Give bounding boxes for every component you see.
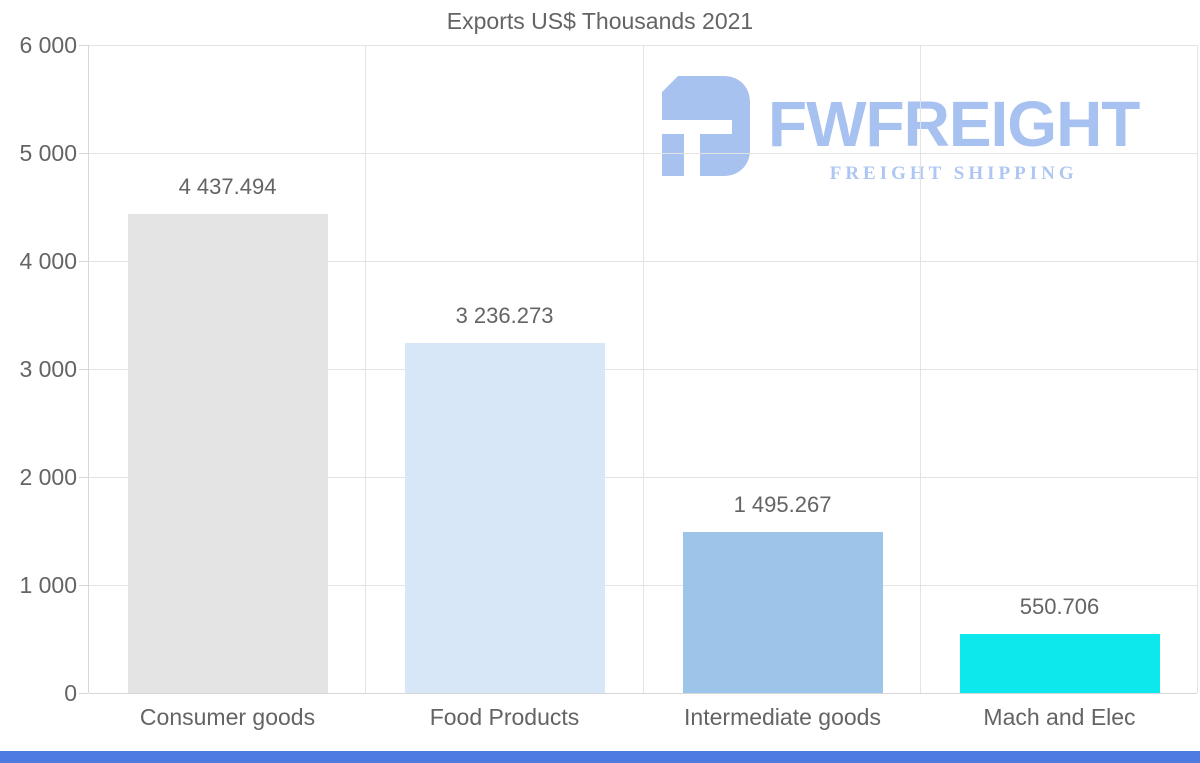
bar <box>404 343 605 693</box>
brand-name: FWFREIGHT <box>768 88 1140 160</box>
bar-slot: 4 437.494 <box>89 45 366 693</box>
y-axis-label: 6 000 <box>19 32 77 58</box>
brand-tagline: FREIGHT SHIPPING <box>829 163 1078 184</box>
y-axis-label: 3 000 <box>19 356 77 382</box>
bar <box>682 532 883 693</box>
bar-value-label: 3 236.273 <box>455 303 554 328</box>
chart-title: Exports US$ Thousands 2021 <box>446 8 754 34</box>
x-axis-label: Consumer goods <box>139 704 316 730</box>
bar-value-label: 550.706 <box>1019 594 1100 619</box>
y-axis-tick <box>79 369 88 370</box>
bar-slot: 550.706 <box>921 45 1198 693</box>
x-axis-label: Mach and Elec <box>983 704 1136 730</box>
bar-value-label: 1 495.267 <box>733 492 832 517</box>
y-axis-tick <box>79 477 88 478</box>
y-axis-tick <box>79 45 88 46</box>
x-axis-label: Food Products <box>429 704 580 730</box>
brand-logo: FWFREIGHT FREIGHT SHIPPING <box>652 72 1140 185</box>
plot-area: 6 000 5 000 4 000 3 000 2 000 1 000 0 4 437.494… <box>19 32 1198 730</box>
bar <box>959 634 1160 693</box>
brand-logo-text: FWFREIGHT FREIGHT SHIPPING <box>768 88 1140 185</box>
y-axis-tick <box>79 261 88 262</box>
gridline-vertical <box>920 45 921 693</box>
y-axis-label: 5 000 <box>19 140 77 166</box>
y-axis-label: 1 000 <box>19 572 77 598</box>
x-axis-line <box>89 693 1197 694</box>
y-axis-tick <box>79 153 88 154</box>
bar-value-label: 4 437.494 <box>178 174 277 199</box>
y-axis-label: 2 000 <box>19 464 77 490</box>
y-axis-label: 4 000 <box>19 248 77 274</box>
bar-slot: 1 495.267 <box>644 45 921 693</box>
footer-bar <box>0 751 1200 763</box>
bar <box>127 214 328 693</box>
bar-slot: 3 236.273 <box>366 45 643 693</box>
x-axis-label: Intermediate goods <box>684 704 881 730</box>
y-axis-tick <box>79 693 88 694</box>
fwfreight-monogram-icon <box>662 76 750 176</box>
y-axis-label: 0 <box>64 680 77 706</box>
gridline-vertical <box>365 45 366 693</box>
gridline-vertical <box>1197 45 1198 693</box>
y-axis-tick <box>79 585 88 586</box>
gridline-vertical <box>643 45 644 693</box>
